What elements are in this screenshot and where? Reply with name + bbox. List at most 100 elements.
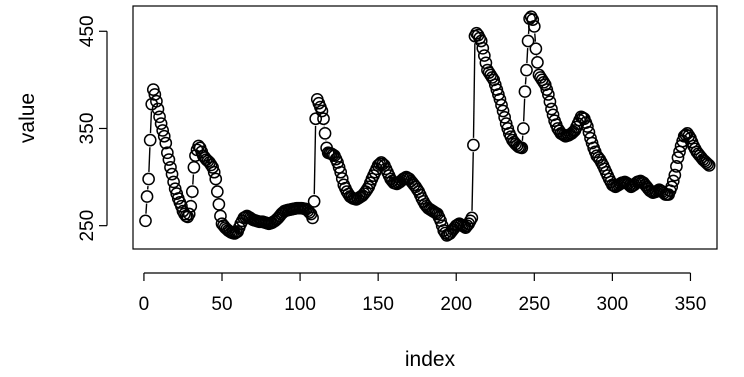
data-point [565,126,579,140]
data-point [498,110,511,124]
data-point [485,71,499,84]
data-point [182,207,196,221]
data-point [496,104,510,118]
data-point [495,98,508,112]
data-point [162,153,176,166]
data-point [150,94,163,108]
x-tick-label: 0 [139,294,150,315]
data-point [581,120,594,133]
data-point [184,199,198,213]
series-segment [313,125,317,195]
data-point [157,129,171,143]
data-point [140,190,154,203]
data-point [671,151,685,164]
data-point [161,146,174,160]
data-point [185,185,199,198]
data-point [210,185,224,198]
data-point [317,112,330,126]
series-segment [149,111,153,134]
data-point [167,175,180,189]
series-segment [522,98,526,122]
data-point [153,110,166,124]
data-point [212,197,226,211]
data-point [204,158,218,172]
series-segment [145,203,148,214]
data-point [465,211,479,225]
y-axis-label: value [16,93,39,143]
data-point [666,174,680,188]
series-segment [148,147,151,172]
series-segment [471,152,474,211]
data-point [520,63,533,77]
data-point [334,165,348,179]
data-point [517,122,530,135]
data-point [406,176,419,190]
data-point [467,138,480,152]
plot-frame [132,5,718,250]
data-point [307,195,321,208]
data-point [309,112,323,126]
data-point [682,129,696,143]
series-segment [472,43,476,138]
data-point [531,56,544,69]
data-point [493,92,507,106]
data-point [701,157,714,171]
data-point [151,102,165,116]
data-point [527,20,541,33]
data-point [545,102,558,116]
data-point [209,172,223,186]
data-point [670,160,683,173]
data-point [315,104,329,118]
data-point [537,75,551,89]
data-point [154,117,168,130]
series-segment [192,174,195,185]
data-point [702,159,716,172]
data-point [459,221,472,234]
data-point [165,167,179,181]
axes: 0 50 100 150 200 250 300 350 250 350 450 [77,5,718,315]
data-point [665,180,679,194]
data-point [699,156,713,169]
plot-area [139,10,716,242]
data-point [529,42,543,56]
data-point [201,154,215,168]
data-point [698,154,711,168]
data-point [187,161,201,174]
x-tick-label: 350 [675,294,707,315]
data-point [542,88,555,101]
x-tick-label: 300 [597,294,629,315]
data-point [518,85,532,98]
x-tick-label: 200 [440,294,472,315]
data-point [374,156,388,169]
x-tick-label: 150 [362,294,394,315]
data-point [356,189,369,202]
y-tick-label: 450 [77,15,98,47]
data-point [142,172,155,186]
data-point [148,88,162,101]
data-point [178,207,191,221]
data-point [159,136,173,150]
data-point [477,49,491,62]
data-point [543,95,557,109]
y-tick-label: 250 [77,210,98,242]
data-point [318,126,332,140]
data-point [521,34,535,48]
x-tick-label: 50 [211,294,232,315]
data-point [526,13,540,26]
data-point [156,124,170,137]
data-point [668,168,682,182]
y-tick-label: 350 [77,113,98,145]
data-point [207,165,221,179]
data-point [306,211,319,225]
data-point [590,149,604,163]
series-segment [534,33,537,42]
x-axis-label: index [405,348,456,371]
series-segment [526,48,529,64]
data-point [143,133,157,147]
data-point [515,141,529,155]
data-point [474,34,488,48]
data-point [164,161,177,174]
x-tick-label: 100 [284,294,316,315]
series-segment [524,77,527,85]
